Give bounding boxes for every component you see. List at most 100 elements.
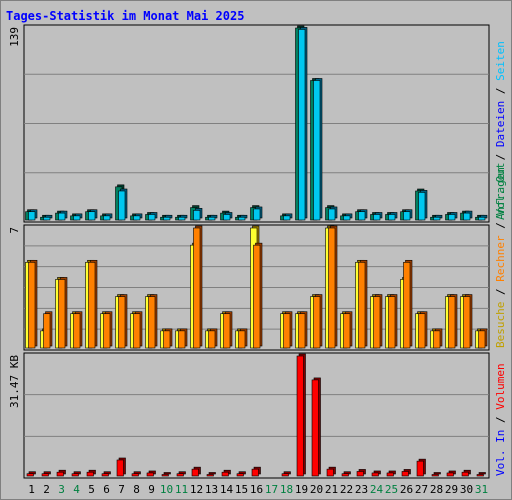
bar-dateien-day-31	[478, 216, 486, 221]
x-tick-label-day-2: 2	[43, 483, 50, 496]
bar-dateien-day-7	[118, 190, 126, 221]
bar-dateien-day-5	[88, 211, 96, 221]
bar-rechner-day-24	[373, 296, 381, 349]
bar-rechner-day-12	[193, 227, 201, 349]
bar-rechner-day-8	[133, 313, 141, 349]
x-tick-label-day-25: 25	[385, 483, 398, 496]
bar-dateien-day-2	[43, 216, 51, 221]
bar-dateien-day-19	[298, 29, 306, 221]
y-axis-max-label-hits: 139	[8, 27, 21, 47]
x-tick-label-day-11: 11	[175, 483, 188, 496]
bar-volumen-day-13	[206, 474, 214, 477]
y-axis-max-label-visits: 7	[8, 227, 21, 234]
bar-dateien-day-16	[253, 208, 261, 221]
bar-volumen-day-19	[296, 355, 304, 477]
bar-rechner-day-20	[313, 296, 321, 349]
x-axis-day-labels: 1 2 3 4 5 6 7 8 9 10 11 12 13 14 15 16 17 18 19 20 21 22 23 24 2…	[28, 483, 488, 496]
x-tick-label-day-29: 29	[445, 483, 458, 496]
bar-volumen-day-7	[116, 459, 124, 477]
x-tick-label-day-26: 26	[400, 483, 413, 496]
x-tick-label-day-10: 10	[160, 483, 173, 496]
bar-dateien-day-21	[328, 208, 336, 221]
x-tick-label-day-28: 28	[430, 483, 443, 496]
bar-dateien-day-11	[178, 216, 186, 221]
legend-entry-vol-in: Vol. In	[494, 430, 507, 476]
bar-volumen-day-12	[191, 468, 199, 477]
bar-dateien-day-25	[388, 214, 396, 221]
bar-dateien-day-1	[28, 211, 36, 221]
bar-rechner-day-25	[388, 296, 396, 349]
bar-rechner-day-11	[178, 330, 186, 349]
bar-dateien-day-18	[283, 215, 291, 221]
bar-rechner-day-31	[478, 330, 486, 349]
bar-rechner-day-2	[43, 313, 51, 349]
x-tick-label-day-19: 19	[295, 483, 308, 496]
x-tick-label-day-22: 22	[340, 483, 353, 496]
bar-volumen-day-9	[146, 472, 154, 477]
legend-entry-seiten: Seiten	[494, 41, 507, 81]
bar-rechner-day-27	[418, 313, 426, 349]
x-tick-label-day-6: 6	[103, 483, 110, 496]
bar-dateien-day-13	[208, 216, 216, 221]
legend-entry-rechner: Rechner	[494, 235, 507, 282]
bar-rechner-day-14	[223, 313, 231, 349]
bar-rechner-day-21	[328, 227, 336, 349]
bar-volumen-day-2	[41, 473, 49, 477]
bar-volumen-day-22	[341, 473, 349, 477]
bar-dateien-day-23	[358, 211, 366, 221]
legend-separator: /	[494, 410, 507, 430]
bar-volumen-day-29	[446, 472, 454, 477]
bar-rechner-day-16	[253, 244, 261, 349]
bar-dateien-day-3	[58, 212, 66, 221]
bar-volumen-day-28-shadow	[433, 472, 441, 475]
x-tick-label-day-20: 20	[310, 483, 323, 496]
bar-volumen-day-8	[131, 473, 139, 477]
bar-volumen-day-13-shadow	[208, 472, 216, 475]
bar-dateien-day-26	[403, 211, 411, 221]
bar-dateien-day-14	[223, 214, 231, 221]
bar-dateien-day-6	[103, 215, 111, 221]
x-tick-label-day-9: 9	[148, 483, 155, 496]
bar-volumen-day-25	[386, 472, 394, 477]
y-axis-labels: 139 7 31.47 KB	[8, 27, 21, 408]
x-tick-label-day-13: 13	[205, 483, 218, 496]
bar-rechner-day-4	[73, 313, 81, 349]
x-tick-label-day-21: 21	[325, 483, 338, 496]
bar-volumen-day-10-shadow	[163, 472, 171, 475]
x-tick-label-day-3: 3	[58, 483, 65, 496]
x-tick-label-day-1: 1	[28, 483, 35, 496]
bar-volumen-day-23	[356, 471, 364, 477]
x-tick-label-day-27: 27	[415, 483, 428, 496]
x-tick-label-day-17: 17	[265, 483, 278, 496]
x-tick-label-day-8: 8	[133, 483, 140, 496]
bar-dateien-day-8	[133, 215, 141, 221]
bar-rechner-day-3	[58, 279, 66, 349]
bar-rechner-day-1	[28, 261, 36, 349]
bar-dateien-day-22	[343, 215, 351, 221]
x-tick-label-day-4: 4	[73, 483, 80, 496]
bar-dateien-day-15	[238, 216, 246, 221]
bar-dateien-day-27	[418, 192, 426, 221]
x-tick-label-day-5: 5	[88, 483, 95, 496]
bar-volumen-day-26	[401, 471, 409, 477]
x-tick-label-day-12: 12	[190, 483, 203, 496]
bar-dateien-day-28	[433, 216, 441, 221]
bar-volumen-day-30	[461, 471, 469, 477]
x-tick-label-day-24: 24	[370, 483, 384, 496]
bar-rechner-day-29	[448, 296, 456, 349]
legend-entry-dateien: Dateien	[494, 101, 507, 147]
panel-3-frame	[23, 352, 490, 479]
legend-separator: /	[494, 81, 507, 101]
bar-rechner-day-26	[403, 261, 411, 349]
x-tick-label-day-16: 16	[250, 483, 263, 496]
legend-volume: Vol. In / Volumen	[494, 363, 507, 476]
legend-entry-vol-out: Vol. Out	[494, 163, 507, 216]
legend-separator: /	[494, 216, 507, 236]
bar-rechner-day-22	[343, 313, 351, 349]
bar-volumen-day-3	[56, 471, 64, 477]
bar-rechner-day-9	[148, 296, 156, 349]
x-tick-label-day-31: 31	[475, 483, 488, 496]
bar-volumen-day-15	[236, 473, 244, 477]
